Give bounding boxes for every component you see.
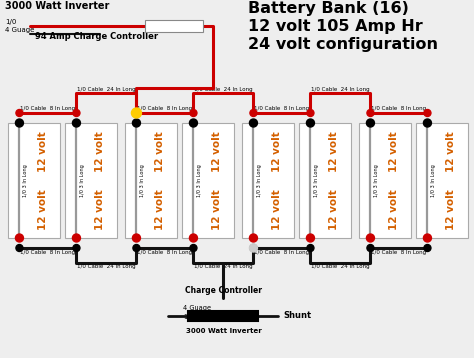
- Text: 12 volt: 12 volt: [273, 189, 283, 229]
- Text: 1/0 3 In Long: 1/0 3 In Long: [374, 164, 380, 197]
- Circle shape: [131, 108, 141, 118]
- Text: 12 volt: 12 volt: [389, 189, 400, 229]
- Text: 1/0 3 In Long: 1/0 3 In Long: [198, 164, 202, 197]
- Text: 12 volt: 12 volt: [447, 189, 456, 229]
- Circle shape: [16, 234, 23, 242]
- Text: 12 volt: 12 volt: [273, 131, 283, 172]
- Text: 1/0 Cable  24 In Long: 1/0 Cable 24 In Long: [311, 264, 370, 269]
- Text: 1/0 Cable  24 In Long: 1/0 Cable 24 In Long: [194, 264, 253, 269]
- Circle shape: [132, 119, 140, 127]
- Text: 12 volt: 12 volt: [447, 131, 456, 172]
- Bar: [359, 123, 411, 238]
- Text: 1/0 Cable  8 In Long: 1/0 Cable 8 In Long: [255, 250, 310, 255]
- Text: 4 Guage: 4 Guage: [5, 27, 35, 33]
- Text: 1/0 3 In Long: 1/0 3 In Long: [431, 164, 437, 197]
- Circle shape: [367, 110, 374, 116]
- Circle shape: [190, 110, 197, 116]
- Circle shape: [306, 234, 314, 242]
- Text: 1/0: 1/0: [183, 314, 194, 320]
- Text: 1/0 Cable  8 In Long: 1/0 Cable 8 In Long: [137, 250, 192, 255]
- Circle shape: [249, 119, 257, 127]
- Bar: [299, 123, 351, 238]
- Circle shape: [73, 110, 80, 116]
- Text: 1/0 Cable  8 In Long: 1/0 Cable 8 In Long: [371, 106, 427, 111]
- Text: 12 volt: 12 volt: [389, 131, 400, 172]
- Text: 1/0 3 In Long: 1/0 3 In Long: [23, 164, 28, 197]
- Circle shape: [73, 245, 80, 252]
- Text: 1/0 Cable  24 In Long: 1/0 Cable 24 In Long: [77, 264, 136, 269]
- Circle shape: [423, 119, 431, 127]
- Circle shape: [424, 110, 431, 116]
- Circle shape: [307, 110, 314, 116]
- Circle shape: [250, 110, 257, 116]
- Text: 12 volt: 12 volt: [155, 131, 165, 172]
- Bar: [125, 123, 177, 238]
- Text: Charge Controller: Charge Controller: [185, 286, 262, 295]
- Text: 1/0 Cable  8 In Long: 1/0 Cable 8 In Long: [20, 106, 75, 111]
- Circle shape: [133, 245, 140, 252]
- Circle shape: [16, 245, 23, 252]
- Circle shape: [73, 234, 81, 242]
- Text: 1/0 Cable  24 In Long: 1/0 Cable 24 In Long: [77, 87, 136, 92]
- Circle shape: [366, 119, 374, 127]
- Text: 12 volt: 12 volt: [329, 189, 339, 229]
- Text: 1/0: 1/0: [5, 19, 17, 25]
- Text: 200 Amp Fuse: 200 Amp Fuse: [152, 24, 196, 29]
- Text: 12 volt: 12 volt: [38, 131, 48, 172]
- Text: 3000 Watt Inverter: 3000 Watt Inverter: [5, 1, 109, 11]
- Circle shape: [306, 119, 314, 127]
- Text: 12 volt: 12 volt: [95, 189, 105, 229]
- Text: 1/0 Cable  8 In Long: 1/0 Cable 8 In Long: [137, 106, 192, 111]
- Text: 1/0 3 In Long: 1/0 3 In Long: [140, 164, 146, 197]
- Bar: [145, 20, 203, 32]
- Text: 1/0 Cable  8 In Long: 1/0 Cable 8 In Long: [20, 250, 75, 255]
- Text: 1/0 3 In Long: 1/0 3 In Long: [314, 164, 319, 197]
- Text: 12 volt: 12 volt: [95, 131, 105, 172]
- Text: 1/0 Cable  24 In Long: 1/0 Cable 24 In Long: [194, 87, 253, 92]
- Bar: [242, 123, 294, 238]
- Text: Shunt: Shunt: [283, 311, 311, 320]
- Text: 12 volt: 12 volt: [212, 131, 222, 172]
- Bar: [416, 123, 468, 238]
- Text: 1/0 Cable  8 In Long: 1/0 Cable 8 In Long: [371, 250, 427, 255]
- Bar: [182, 123, 234, 238]
- Bar: [65, 123, 117, 238]
- Text: 12 volt: 12 volt: [329, 131, 339, 172]
- Circle shape: [423, 234, 431, 242]
- Circle shape: [190, 119, 198, 127]
- Circle shape: [190, 234, 198, 242]
- Circle shape: [132, 234, 140, 242]
- Circle shape: [73, 119, 81, 127]
- Circle shape: [133, 110, 140, 116]
- Circle shape: [366, 234, 374, 242]
- Text: 12 volt: 12 volt: [38, 189, 48, 229]
- Circle shape: [250, 245, 257, 252]
- Bar: [8, 123, 60, 238]
- Circle shape: [16, 119, 23, 127]
- Text: Battery Bank (16)
12 volt 105 Amp Hr
24 volt configuration: Battery Bank (16) 12 volt 105 Amp Hr 24 …: [248, 1, 438, 52]
- Text: 12 volt: 12 volt: [212, 189, 222, 229]
- Bar: [189, 311, 258, 321]
- Text: 1/0 3 In Long: 1/0 3 In Long: [257, 164, 263, 197]
- Circle shape: [16, 110, 23, 116]
- Text: 1/0 3 In Long: 1/0 3 In Long: [81, 164, 85, 197]
- Text: 94 Amp Charge Controller: 94 Amp Charge Controller: [35, 32, 158, 41]
- Circle shape: [424, 245, 431, 252]
- Text: 1/0 Cable  8 In Long: 1/0 Cable 8 In Long: [255, 106, 310, 111]
- Circle shape: [249, 234, 257, 242]
- Text: 12 volt: 12 volt: [155, 189, 165, 229]
- Text: 3000 Watt Inverter: 3000 Watt Inverter: [185, 328, 261, 334]
- Circle shape: [249, 244, 257, 252]
- Circle shape: [190, 245, 197, 252]
- Text: 1/0 Cable  24 In Long: 1/0 Cable 24 In Long: [311, 87, 370, 92]
- Circle shape: [367, 245, 374, 252]
- Circle shape: [307, 245, 314, 252]
- Text: 4 Guage: 4 Guage: [183, 305, 211, 311]
